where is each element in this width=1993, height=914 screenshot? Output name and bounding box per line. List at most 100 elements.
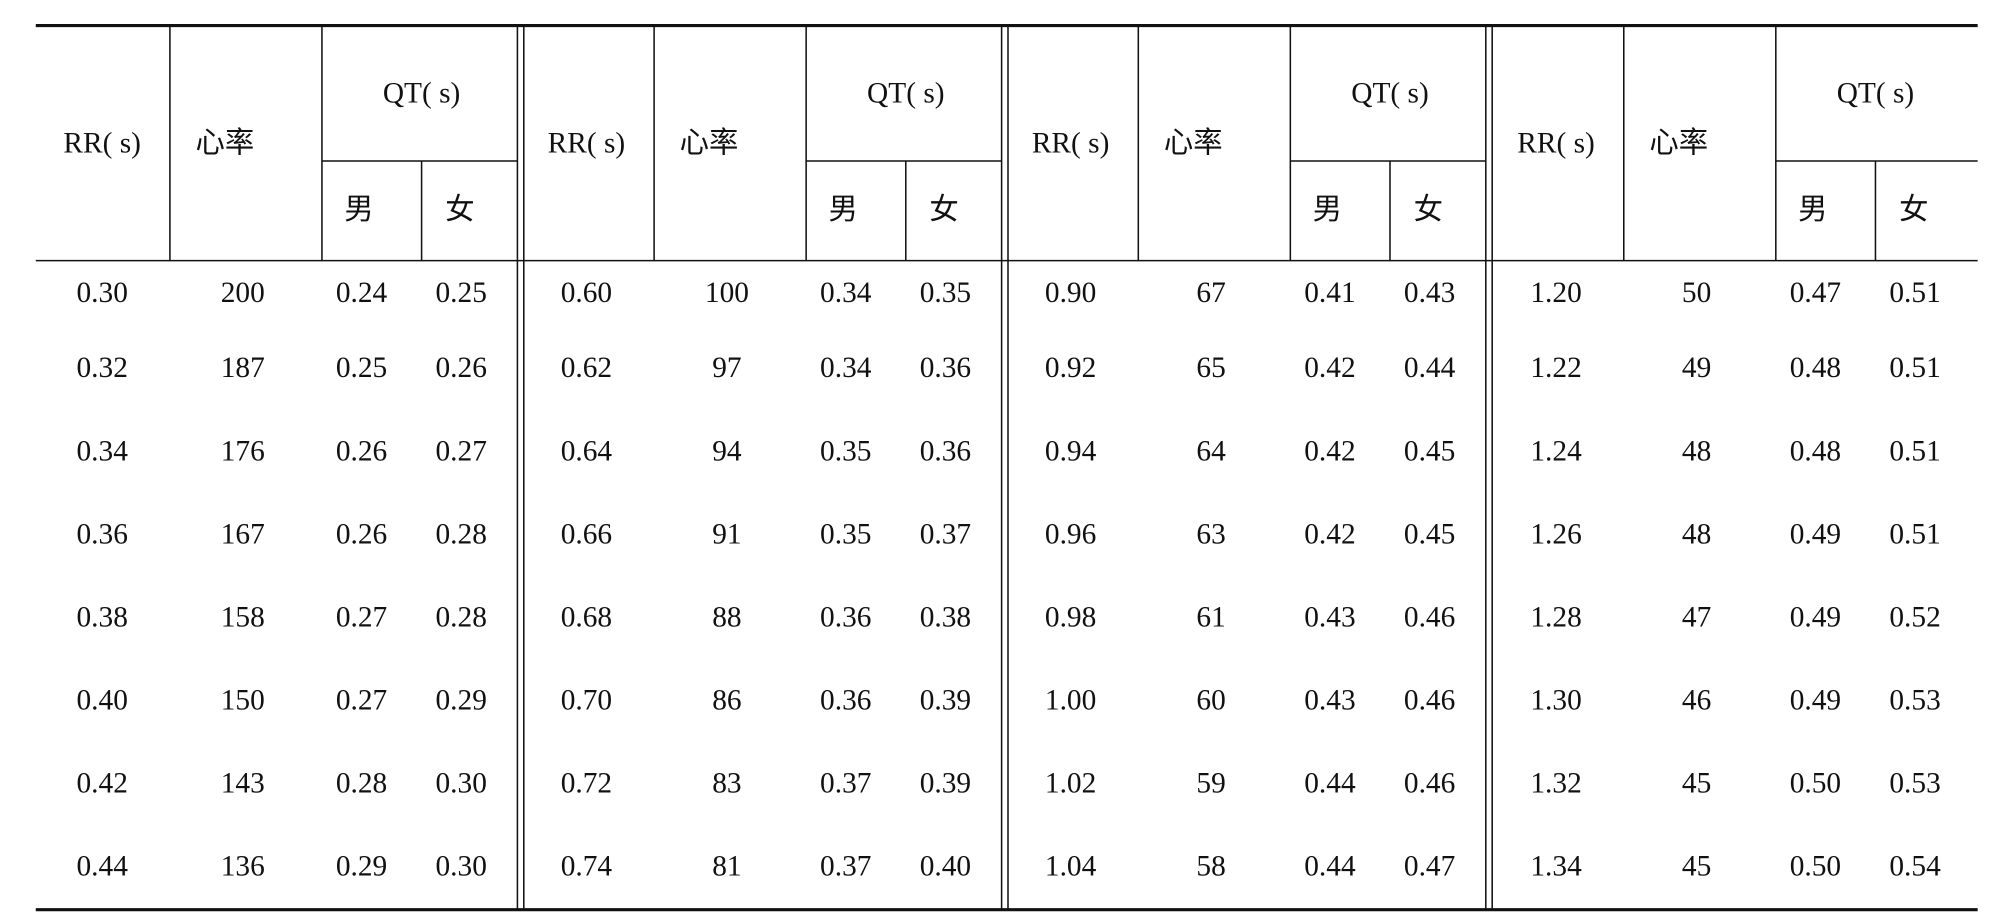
cell: 0.38 (77, 601, 128, 633)
cell: 0.40 (77, 684, 128, 716)
header-heart-rate: 心率 (1649, 126, 1708, 159)
header-qt: QT( s) (1837, 78, 1914, 110)
header-qt: QT( s) (867, 78, 944, 110)
cell: 136 (221, 851, 265, 883)
cell: 0.36 (77, 518, 128, 550)
cell: 0.34 (77, 435, 129, 467)
header-male: 男 (1798, 194, 1827, 226)
cell: 0.37 (820, 767, 871, 799)
cell: 0.47 (1404, 851, 1455, 883)
cell: 0.68 (561, 601, 612, 633)
cell: 1.34 (1530, 851, 1582, 883)
cell: 0.32 (77, 352, 128, 384)
cell: 83 (712, 767, 741, 799)
cell: 0.42 (1304, 352, 1355, 384)
cell: 0.24 (336, 277, 388, 309)
cell: 61 (1196, 601, 1225, 633)
cell: 0.29 (336, 851, 387, 883)
cell: 1.24 (1530, 435, 1582, 467)
header-female: 女 (1899, 193, 1928, 226)
cell: 0.42 (77, 767, 128, 799)
cell: 0.26 (336, 518, 387, 550)
cell: 0.74 (561, 851, 613, 883)
cell: 187 (221, 352, 265, 384)
cell: 0.30 (77, 277, 128, 309)
header-male: 男 (1313, 194, 1342, 226)
cell: 0.49 (1790, 518, 1841, 550)
cell: 0.34 (820, 277, 872, 309)
cell: 0.49 (1790, 601, 1841, 633)
cell: 0.28 (336, 767, 387, 799)
cell: 0.39 (920, 684, 971, 716)
cell: 0.53 (1889, 684, 1940, 716)
cell: 0.90 (1045, 277, 1096, 309)
cell: 0.44 (1304, 767, 1356, 799)
cell: 0.51 (1889, 435, 1940, 467)
cell: 0.27 (336, 684, 387, 716)
header-qt: QT( s) (383, 78, 460, 110)
cell: 0.94 (1045, 435, 1097, 467)
cell: 49 (1682, 352, 1711, 384)
cell: 0.51 (1889, 518, 1940, 550)
cell: 0.28 (435, 518, 486, 550)
cell: 0.64 (561, 435, 613, 467)
cell: 0.27 (435, 435, 486, 467)
cell: 1.26 (1530, 518, 1581, 550)
cell: 64 (1196, 435, 1226, 467)
cell: 63 (1196, 518, 1225, 550)
cell: 0.46 (1404, 684, 1455, 716)
cell: 100 (705, 277, 749, 309)
cell: 1.02 (1045, 767, 1096, 799)
cell: 50 (1682, 277, 1711, 309)
cell: 0.35 (920, 277, 971, 309)
cell: 58 (1196, 851, 1225, 883)
cell: 0.62 (561, 352, 612, 384)
cell: 0.40 (920, 851, 971, 883)
cell: 0.49 (1790, 684, 1841, 716)
cell: 97 (712, 352, 741, 384)
header-female: 女 (929, 193, 958, 226)
header-rr: RR( s) (63, 127, 141, 159)
header-heart-rate: 心率 (680, 126, 739, 159)
cell: 0.70 (561, 684, 612, 716)
cell: 0.43 (1304, 684, 1355, 716)
header-rr: RR( s) (548, 127, 626, 159)
cell: 0.35 (820, 435, 871, 467)
cell: 94 (712, 435, 742, 467)
cell: 0.54 (1889, 851, 1941, 883)
cell: 0.25 (336, 352, 387, 384)
cell: 59 (1196, 767, 1225, 799)
cell: 0.44 (77, 851, 129, 883)
cell: 0.36 (920, 435, 971, 467)
cell: 0.35 (820, 518, 871, 550)
cell: 0.37 (820, 851, 871, 883)
cell: 143 (221, 767, 265, 799)
cell: 0.45 (1404, 435, 1455, 467)
cell: 45 (1682, 851, 1711, 883)
cell: 0.26 (336, 435, 387, 467)
cell: 47 (1682, 601, 1711, 633)
cell: 0.43 (1304, 601, 1355, 633)
cell: 91 (712, 518, 741, 550)
cell: 0.48 (1790, 352, 1841, 384)
cell: 0.36 (820, 684, 871, 716)
cell: 0.38 (920, 601, 971, 633)
cell: 48 (1682, 518, 1711, 550)
cell: 1.28 (1530, 601, 1581, 633)
cell: 45 (1682, 767, 1711, 799)
header-female: 女 (1414, 193, 1443, 226)
cell: 0.48 (1790, 435, 1841, 467)
cell: 65 (1196, 352, 1225, 384)
header-female: 女 (445, 193, 474, 226)
cell: 1.20 (1530, 277, 1581, 309)
cell: 0.41 (1304, 277, 1355, 309)
cell: 0.39 (920, 767, 971, 799)
cell: 0.27 (336, 601, 387, 633)
cell: 0.45 (1404, 518, 1455, 550)
cell: 0.37 (920, 518, 971, 550)
cell: 60 (1196, 684, 1225, 716)
cell: 0.53 (1889, 767, 1940, 799)
cell: 0.60 (561, 277, 612, 309)
cell: 1.32 (1530, 767, 1581, 799)
cell: 0.36 (820, 601, 871, 633)
